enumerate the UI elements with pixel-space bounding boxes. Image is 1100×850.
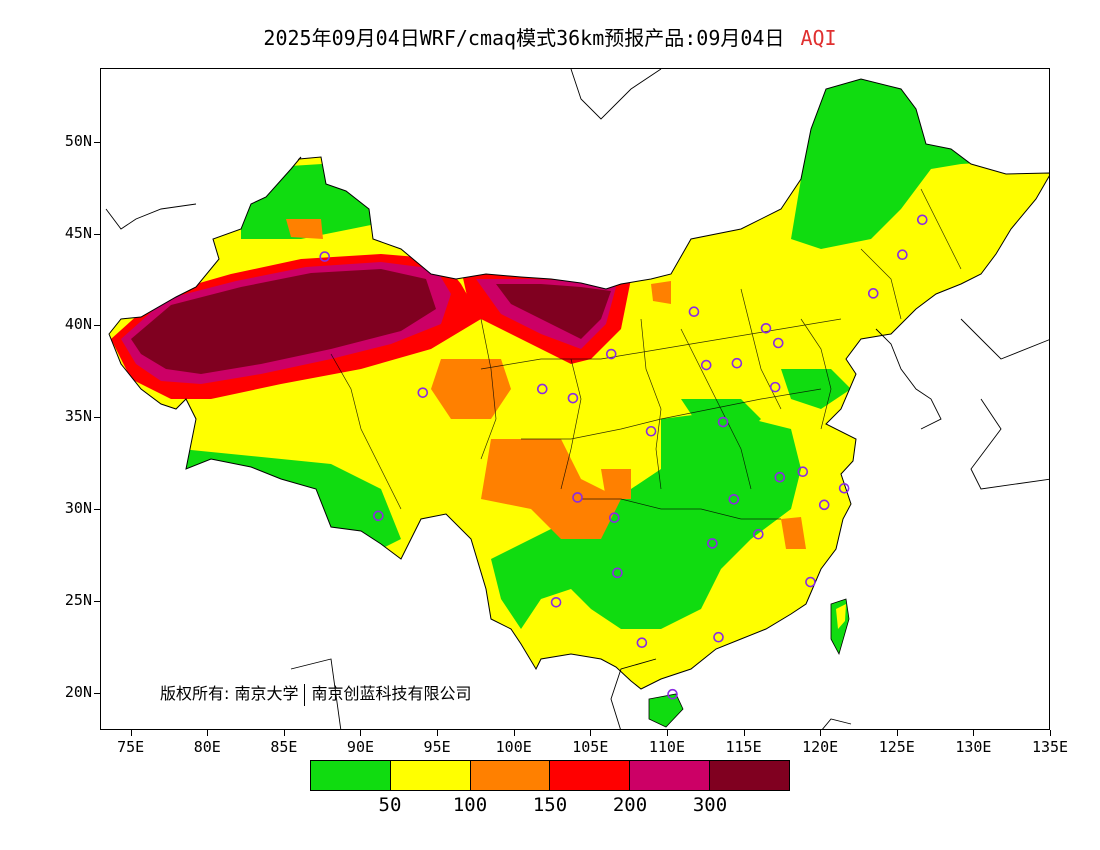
station-marker <box>772 337 784 349</box>
station-marker <box>373 510 384 522</box>
x-tick-mark <box>130 730 132 736</box>
station-marker <box>838 482 850 494</box>
y-tick-mark <box>94 601 100 603</box>
station-marker <box>774 471 786 483</box>
station-marker <box>636 637 648 649</box>
station-marker <box>753 528 764 540</box>
x-tick-mark <box>283 730 285 736</box>
y-tick-mark <box>94 141 100 143</box>
station-marker <box>707 538 718 549</box>
y-tick-label: 30N <box>64 499 92 518</box>
y-tick-mark <box>94 233 100 235</box>
y-tick-label: 45N <box>64 223 92 242</box>
x-tick-mark <box>360 730 362 736</box>
station-marker <box>417 387 429 398</box>
x-tick-label: 135E <box>1031 738 1069 756</box>
station-marker <box>818 499 830 511</box>
legend-swatch <box>710 761 789 790</box>
x-tick-label: 90E <box>346 738 375 756</box>
x-tick-label: 120E <box>802 738 839 756</box>
aqi-legend-bar <box>310 760 790 791</box>
y-tick-mark <box>94 509 100 511</box>
x-tick-label: 75E <box>117 738 145 756</box>
station-marker <box>760 322 772 334</box>
station-marker <box>612 567 623 579</box>
y-tick-mark <box>94 325 100 327</box>
x-tick-label: 85E <box>270 738 298 756</box>
map-panel <box>100 68 1050 730</box>
x-tick-label: 130E <box>955 738 992 756</box>
y-tick-label: 20N <box>64 683 92 702</box>
station-marker <box>567 392 579 404</box>
legend-label: 100 <box>452 794 488 816</box>
station-marker <box>667 688 678 700</box>
station-marker <box>572 492 583 503</box>
x-tick-mark <box>513 730 515 736</box>
y-tick-label: 25N <box>64 591 92 610</box>
station-marker <box>717 416 729 428</box>
x-tick-mark <box>820 730 822 736</box>
x-tick-label: 110E <box>648 738 685 756</box>
x-tick-label: 80E <box>193 738 221 756</box>
x-tick-mark <box>207 730 209 736</box>
station-marker <box>769 381 781 393</box>
legend-label: 50 <box>378 794 402 816</box>
station-marker <box>700 359 712 371</box>
station-marker <box>867 288 879 299</box>
x-tick-label: 95E <box>423 738 451 756</box>
legend-swatch <box>550 761 631 790</box>
legend-label: 200 <box>612 794 648 816</box>
legend-swatch <box>470 761 551 790</box>
copyright-left: 版权所有: 南京大学 <box>160 684 299 703</box>
legend-swatch <box>630 761 711 790</box>
x-tick-label: 105E <box>572 738 609 756</box>
station-marker <box>605 348 617 360</box>
legend-label: 150 <box>532 794 568 816</box>
aqi-map <box>105 69 1049 729</box>
station-marker <box>797 466 809 478</box>
legend-swatch <box>390 761 471 790</box>
x-tick-mark <box>896 730 898 736</box>
legend-swatch <box>311 761 391 790</box>
x-tick-mark <box>590 730 592 736</box>
x-tick-mark <box>973 730 975 736</box>
x-tick-label: 115E <box>725 738 762 756</box>
x-tick-label: 100E <box>495 738 532 756</box>
station-marker <box>916 214 928 226</box>
y-tick-mark <box>94 417 100 419</box>
page-title: 2025年09月04日WRF/cmaq模式36km预报产品:09月04日 AQI <box>0 22 1100 51</box>
x-tick-mark <box>743 730 745 736</box>
legend-label: 300 <box>692 794 728 816</box>
y-tick-label: 40N <box>64 315 92 334</box>
title-main: 2025年09月04日WRF/cmaq模式36km预报产品:09月04日 <box>263 26 785 50</box>
copyright-text: 版权所有: 南京大学 南京创蓝科技有限公司 <box>160 680 472 706</box>
station-marker <box>645 425 657 437</box>
copyright-right: 南京创蓝科技有限公司 <box>311 684 472 703</box>
x-tick-mark <box>437 730 439 736</box>
station-marker <box>897 249 908 261</box>
title-variable: AQI <box>800 26 837 50</box>
y-tick-label: 50N <box>64 131 92 150</box>
x-tick-mark <box>1050 730 1051 736</box>
y-tick-label: 35N <box>64 407 92 426</box>
station-marker <box>536 383 548 395</box>
station-marker <box>550 596 562 608</box>
y-tick-mark <box>94 693 100 695</box>
x-tick-mark <box>666 730 668 736</box>
copyright-separator <box>304 683 306 706</box>
station-marker <box>728 493 740 505</box>
station-marker <box>319 251 331 262</box>
station-marker <box>713 631 724 643</box>
station-marker <box>805 576 816 588</box>
x-tick-label: 125E <box>878 738 915 756</box>
station-marker <box>688 306 700 318</box>
station-marker <box>609 512 620 523</box>
station-marker <box>731 357 743 369</box>
